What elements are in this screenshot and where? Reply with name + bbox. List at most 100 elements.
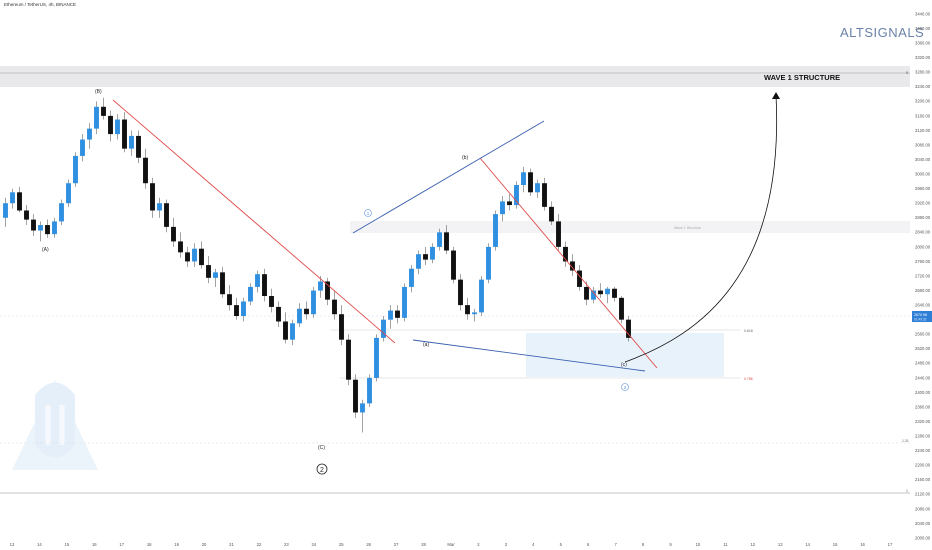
price-tick-label: 3360.00 bbox=[915, 41, 931, 46]
candle-body bbox=[479, 279, 484, 313]
price-tick-label: 2400.00 bbox=[915, 390, 931, 395]
candle-body bbox=[465, 305, 470, 315]
candle-body bbox=[528, 172, 533, 193]
candle-body bbox=[451, 250, 456, 280]
svg-text:1: 1 bbox=[367, 211, 370, 216]
candle-body bbox=[304, 308, 309, 315]
wave1-zero-label: 0 bbox=[906, 70, 909, 75]
time-tick-label: 26 bbox=[366, 542, 371, 547]
candle-body bbox=[388, 310, 393, 320]
candle-body bbox=[129, 135, 134, 149]
candle-body bbox=[143, 157, 148, 184]
fib-0618-label: 0.618 bbox=[744, 329, 753, 333]
time-tick-label: 17 bbox=[888, 542, 893, 547]
time-tick-label: 20 bbox=[202, 542, 207, 547]
time-tick-label: 17 bbox=[119, 542, 124, 547]
candle-body bbox=[325, 281, 330, 300]
time-tick-label: 27 bbox=[394, 542, 399, 547]
price-tick-label: 2160.00 bbox=[915, 477, 931, 482]
candle-body bbox=[556, 221, 561, 247]
candle-body bbox=[157, 203, 162, 211]
candle-body bbox=[94, 106, 99, 129]
candle-body bbox=[549, 206, 554, 222]
time-tick-label: 4 bbox=[532, 542, 535, 547]
time-tick-label: 10 bbox=[696, 542, 701, 547]
candle-body bbox=[178, 241, 183, 253]
candle-body bbox=[577, 270, 582, 287]
candle-body bbox=[318, 281, 323, 291]
candle-body bbox=[402, 286, 407, 318]
time-axis[interactable]: 13 14 15 16 17 18 19 20 21 22 23 24 25 26 27 28 Mar 2 3 4 5 6… bbox=[10, 542, 893, 547]
candle-body bbox=[101, 106, 106, 116]
candle-body bbox=[367, 377, 372, 404]
candle-body bbox=[66, 183, 71, 204]
candle-body bbox=[10, 192, 15, 204]
time-tick-label: 16 bbox=[92, 542, 97, 547]
candle-body bbox=[136, 135, 141, 158]
wave-label-a: (A) bbox=[42, 247, 49, 253]
candle-body bbox=[73, 155, 78, 184]
price-tick-label: 3280.00 bbox=[915, 70, 931, 75]
candle-body bbox=[241, 301, 246, 317]
mid-box-label: Wave 1 Structure bbox=[674, 226, 701, 230]
candle-body bbox=[220, 272, 225, 295]
candle-body bbox=[542, 183, 547, 207]
candle-body bbox=[311, 290, 316, 315]
candle-body bbox=[535, 183, 540, 193]
candle-body bbox=[521, 172, 526, 186]
watermark-logo bbox=[12, 380, 98, 470]
candle-body bbox=[500, 201, 505, 215]
price-axis[interactable]: 3440.00 3400.00 3360.00 3320.00 3280.00 3240.… bbox=[915, 11, 931, 540]
candle-body bbox=[150, 183, 155, 211]
time-tick-label: 18 bbox=[147, 542, 152, 547]
time-tick-label: 2 bbox=[477, 542, 480, 547]
candle-body bbox=[255, 274, 260, 287]
wave1-structure-label: WAVE 1 STRUCTURE bbox=[764, 73, 840, 82]
candle-body bbox=[297, 308, 302, 324]
candle-body bbox=[430, 246, 435, 260]
price-tick-label: 3040.00 bbox=[915, 157, 931, 162]
candle-body bbox=[605, 288, 610, 295]
price-tick-label: 2760.00 bbox=[915, 259, 931, 264]
wave-label-c-small: (c) bbox=[621, 362, 627, 368]
candle-body bbox=[31, 219, 36, 231]
price-tick-label: 2040.00 bbox=[915, 521, 931, 526]
candle-body bbox=[234, 305, 239, 317]
candle-body bbox=[353, 379, 358, 413]
candle-body bbox=[493, 214, 498, 247]
candle-body bbox=[108, 115, 113, 135]
projection-arc bbox=[624, 94, 778, 363]
candle-body bbox=[59, 203, 64, 222]
time-tick-label: 25 bbox=[339, 542, 344, 547]
time-tick-label: 12 bbox=[750, 542, 755, 547]
price-tick-label: 3120.00 bbox=[915, 128, 931, 133]
candle-body bbox=[563, 246, 568, 262]
price-tick-label: 2520.00 bbox=[915, 346, 931, 351]
price-tick-label: 2800.00 bbox=[915, 244, 931, 249]
candle-body bbox=[409, 268, 414, 287]
price-tick-label: 2920.00 bbox=[915, 201, 931, 206]
candle-body bbox=[472, 312, 477, 315]
price-tick-label: 2640.00 bbox=[915, 303, 931, 308]
candle-body bbox=[339, 314, 344, 340]
candle-body bbox=[206, 265, 211, 278]
candle-body bbox=[227, 294, 232, 306]
candle-body bbox=[458, 279, 463, 306]
wave-label-c: (C) bbox=[318, 445, 325, 451]
candle-body bbox=[192, 248, 197, 262]
price-tick-label: 3320.00 bbox=[915, 55, 931, 60]
brand-logo-text: ALTSIGNALS bbox=[840, 25, 924, 40]
price-tick-label: 2440.00 bbox=[915, 375, 931, 380]
wave-label-a-small: (a) bbox=[423, 342, 429, 348]
time-tick-label: 15 bbox=[65, 542, 70, 547]
time-tick-label: 7 bbox=[614, 542, 617, 547]
candle-body bbox=[626, 319, 631, 338]
candle-body bbox=[416, 254, 421, 269]
candle-body bbox=[45, 225, 50, 235]
time-tick-label: 22 bbox=[257, 542, 262, 547]
candle-body bbox=[80, 139, 85, 156]
price-tick-label: 3080.00 bbox=[915, 142, 931, 147]
symbol-header: Ethereum / TetherUS, 4h, BINANCE bbox=[4, 2, 76, 7]
price-tick-label: 2120.00 bbox=[915, 492, 931, 497]
